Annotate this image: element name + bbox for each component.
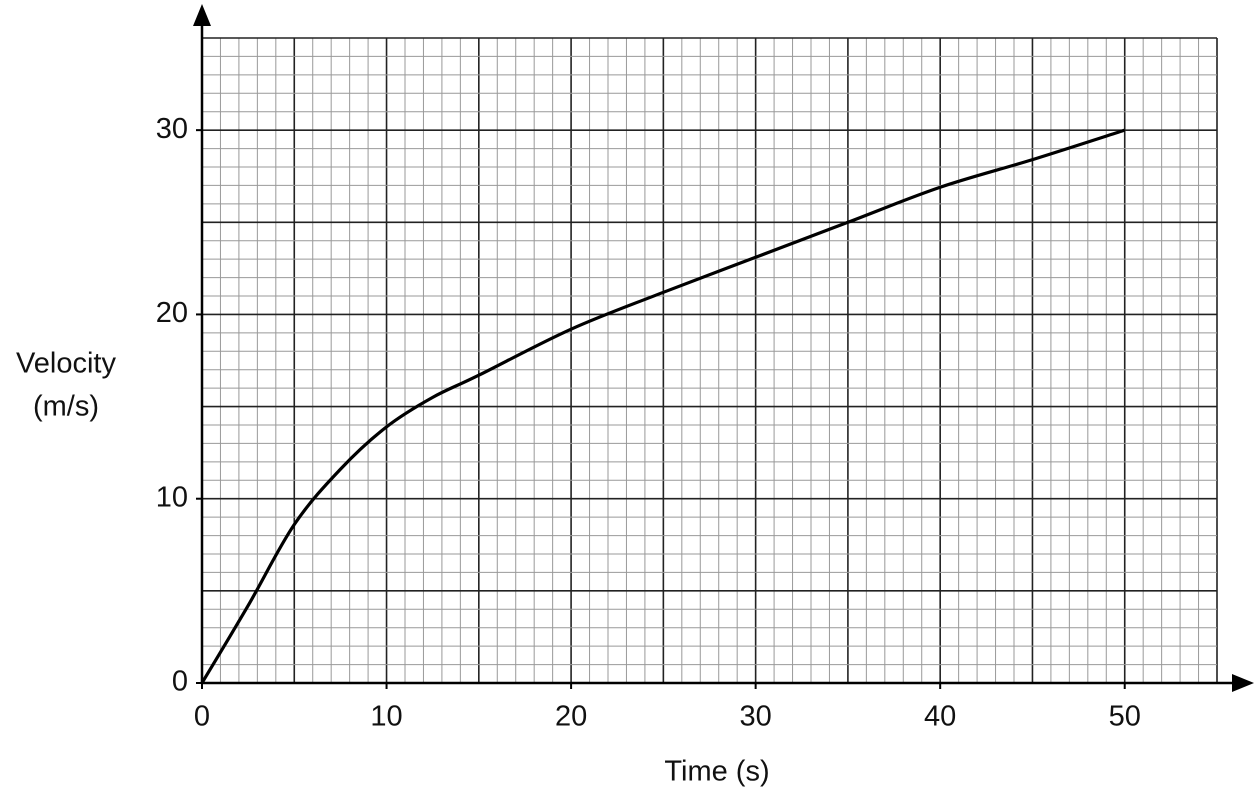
x-tick-label: 50 [1109, 701, 1141, 733]
x-tick-label: 0 [194, 701, 210, 733]
y-tick-label: 20 [156, 297, 188, 329]
x-axis-label: Time (s) [664, 756, 769, 788]
y-tick-label: 30 [156, 113, 188, 145]
x-tick-label: 40 [924, 701, 956, 733]
x-tick-label: 30 [740, 701, 772, 733]
y-axis-label: (m/s) [33, 391, 99, 423]
y-axis-arrow [193, 4, 211, 26]
y-tick-label: 0 [172, 666, 188, 698]
y-axis-label: Velocity [16, 348, 116, 380]
y-tick-label: 10 [156, 481, 188, 513]
x-tick-label: 10 [370, 701, 402, 733]
x-tick-label: 20 [555, 701, 587, 733]
x-axis-arrow [1232, 674, 1254, 692]
line [200, 128, 1126, 684]
